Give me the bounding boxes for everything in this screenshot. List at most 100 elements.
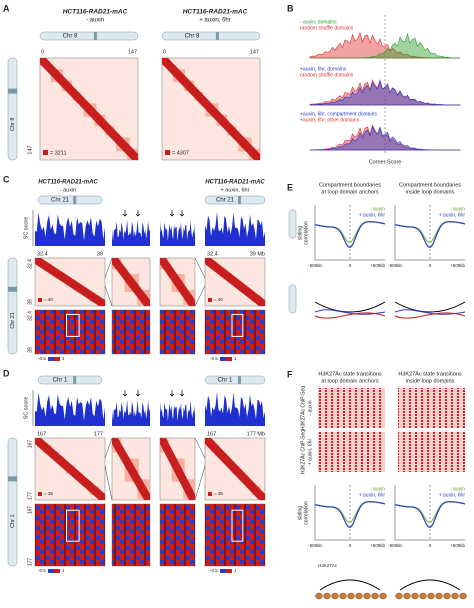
label: = 40	[44, 297, 53, 302]
color-key	[208, 298, 212, 302]
label: 177	[27, 492, 33, 501]
label: H3K27Ac	[318, 563, 338, 568]
diagonal	[35, 258, 105, 306]
label: 147	[250, 49, 259, 55]
density	[309, 80, 461, 106]
nucleosome	[315, 592, 323, 600]
diagonal	[35, 438, 105, 500]
arc	[319, 579, 381, 591]
label: C	[3, 174, 10, 184]
diagonal	[40, 58, 138, 160]
nucleosome	[435, 592, 443, 600]
label: -0.5	[38, 568, 46, 573]
diagonal	[112, 438, 150, 500]
label: 32.4	[37, 251, 48, 257]
label: 0	[163, 49, 166, 55]
label: HCT116-RAD21-mAC	[205, 180, 265, 186]
correlation-curve	[314, 501, 386, 528]
label: 167	[27, 506, 33, 515]
label: 147	[27, 145, 33, 154]
correlation-curve	[314, 221, 386, 244]
nucleosome	[347, 592, 355, 600]
label: correlation	[303, 221, 309, 245]
label: random shuffle domains	[300, 72, 354, 78]
label: 0	[349, 543, 352, 548]
sc-track	[160, 220, 195, 246]
label: H3K27Ac ChIP-Seq	[300, 386, 306, 430]
diagonal	[160, 438, 195, 500]
label: sliding	[297, 506, 303, 520]
label: + auxin, 6hr	[359, 492, 386, 498]
arrow	[135, 210, 141, 217]
sc-track	[205, 392, 265, 426]
label: -0.5	[210, 568, 218, 573]
ideogram-band	[8, 286, 17, 292]
label: 32.4	[27, 259, 33, 269]
compartment-line	[314, 312, 386, 319]
label: 177	[27, 558, 33, 567]
label: 1	[62, 356, 65, 361]
nucleosome	[395, 592, 403, 600]
compartment-map	[111, 503, 151, 567]
diagonal	[160, 258, 195, 306]
label: - auxin	[60, 187, 77, 193]
label: - auxin	[450, 206, 465, 212]
nucleosome	[403, 592, 411, 600]
label: 0	[349, 263, 352, 268]
arrow	[179, 390, 185, 397]
label: Chr 1	[218, 378, 233, 384]
centromere	[73, 376, 77, 384]
label: 39 Mb	[250, 251, 265, 257]
centromere	[93, 32, 97, 40]
label: = 35	[44, 491, 53, 496]
label: inside loop domains	[406, 189, 455, 195]
centromere	[238, 196, 241, 204]
label: A	[3, 3, 10, 13]
nucleosome	[427, 592, 435, 600]
highlight	[66, 313, 80, 337]
ideogram	[7, 437, 18, 567]
label: -500kb	[388, 543, 402, 548]
chromosome-bar	[37, 195, 103, 205]
density	[309, 126, 460, 151]
label: -500kb	[308, 543, 322, 548]
correlation-curve	[394, 501, 466, 528]
label: -500kb	[308, 263, 322, 268]
nucleosome	[355, 592, 363, 600]
label: 177	[94, 431, 103, 437]
icon	[288, 209, 297, 239]
label: 1	[62, 568, 65, 573]
sc-track	[160, 400, 195, 426]
compartment-map	[159, 309, 196, 355]
label: 147	[128, 49, 137, 55]
label: - auxin	[370, 206, 385, 212]
compartment-map	[204, 503, 266, 567]
color-key	[165, 150, 170, 155]
correlation-curve	[394, 221, 466, 248]
label: H3K27Ac ChIP-Seq	[300, 430, 306, 474]
label: Chr 8	[10, 118, 16, 131]
label: = 35	[214, 491, 223, 496]
ideogram-band	[8, 476, 17, 482]
label: +500kb	[450, 543, 465, 548]
label: + auxin, 6hr	[199, 18, 231, 24]
label: + auxin, 6hr	[359, 212, 386, 218]
label: +500kb	[370, 263, 385, 268]
color-key	[38, 492, 42, 496]
compartment-line	[394, 312, 466, 319]
label: 167	[207, 431, 216, 437]
ideogram-band	[8, 88, 17, 94]
arrow	[179, 210, 185, 217]
label: Chr 21	[216, 198, 235, 204]
nucleosome	[371, 592, 379, 600]
zoom-lines	[104, 257, 206, 307]
chromosome-bar	[161, 31, 261, 41]
nucleosome	[323, 592, 331, 600]
colorbar	[48, 357, 54, 361]
label: - auxin, domains	[300, 19, 337, 25]
centromere	[238, 376, 241, 384]
chromosome-bar	[204, 195, 266, 205]
ideogram	[7, 257, 18, 355]
label: +auxin, 6hr, domains	[300, 66, 347, 72]
label: SC score	[23, 397, 29, 420]
